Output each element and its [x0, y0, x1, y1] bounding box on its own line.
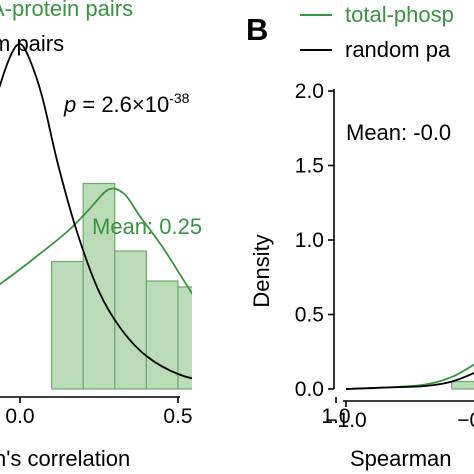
panel-b-density-curve-black	[345, 371, 474, 390]
panel-a-pvalue: p = 2.6×10-38	[63, 90, 190, 117]
panel-a-legend-black-label: m pairs	[0, 31, 64, 56]
panel-a-x-axis-label: n's correlation	[0, 446, 130, 471]
panel-b-x-tick-label-1: −0.5	[457, 409, 474, 432]
panel-a-histogram-bar-7	[177, 286, 192, 390]
pvalue-exponent: -38	[169, 90, 189, 106]
panel-b-x-tick-label-0: −1.0	[325, 409, 366, 432]
panel-b-y-tick-label-3: 1.5	[295, 155, 324, 178]
panel-a-histogram-bar-3	[50, 260, 84, 390]
panel-a-density-curve-black	[0, 43, 192, 380]
panel-b-mean-label: Mean: -0.0	[346, 120, 451, 145]
panel-b-density-curve-green	[345, 363, 474, 390]
panel-a-legend-green-label: A-protein pairs	[0, 0, 133, 21]
panel-a-histogram-bar-9	[241, 386, 273, 389]
panel-a-x-ticks: 0.0 0.5 1.0	[5, 397, 351, 428]
panel-b-y-ticks: 0.0 0.5 1.0 1.5 2.0	[295, 80, 334, 401]
panel-a-x-tick-label-2: 1.0	[321, 405, 350, 428]
panel-a-density-curve-green	[0, 187, 192, 295]
pvalue-p: p	[63, 92, 76, 117]
panel-a-histogram-bar-4	[82, 182, 116, 390]
panel-a-histogram-bar-5	[114, 250, 148, 390]
panel-a-histogram	[50, 182, 273, 390]
pvalue-body: = 2.6×10	[76, 92, 169, 117]
panel-b-histogram	[451, 380, 474, 390]
panel-a-mean-label: Mean: 0.25	[92, 214, 202, 239]
panel-b-label: B	[246, 12, 268, 47]
panel-b: B total-phosp random pa 0.00.51.01.52.0 …	[246, 2, 474, 471]
panel-b-legend-green-label: total-phosp	[345, 2, 454, 27]
panel-b-x-ticks: −1.0−0.50	[325, 401, 474, 432]
panel-b-y-tick-label-0: 0.0	[295, 378, 324, 401]
panel-a-density-curves	[0, 43, 192, 380]
panel-b-y-tick-label-2: 1.0	[295, 229, 324, 252]
panel-a: 0.0 0.5 1.0 A-protein pairs m pairs p = 2.…	[0, 0, 351, 471]
panel-b-x-axis-label: Spearman	[350, 446, 452, 471]
panel-b-y-tick-label-4: 2.0	[295, 80, 324, 103]
panel-b-y-tick-label-1: 0.5	[295, 304, 324, 327]
panel-b-density-curves	[345, 363, 474, 390]
panel-b-y-axis-label: Density	[249, 234, 274, 307]
panel-a-histogram-bar-8	[210, 359, 242, 389]
panel-a-x-tick-label-0: 0.0	[5, 405, 34, 428]
panel-a-x-tick-label-1: 0.5	[163, 405, 192, 428]
panel-b-histogram-bar-0	[451, 380, 474, 390]
panel-b-legend-black-label: random pa	[345, 37, 451, 62]
